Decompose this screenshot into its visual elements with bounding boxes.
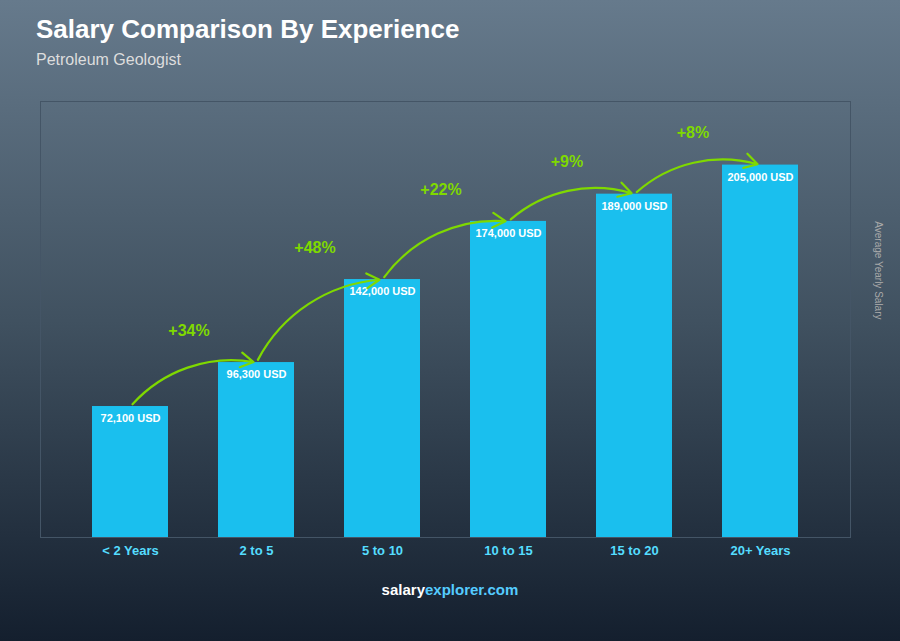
svg-text:205,000 USD: 205,000 USD <box>727 171 793 183</box>
html-text:salary explorer.com: salary explorer.com <box>381 581 519 598</box>
svg-text:+22%: +22% <box>420 181 461 198</box>
html-text:Salary Comparison By Experienc: Salary Comparison By Experience <box>36 14 460 44</box>
svg-text:20+ Years: 20+ Years <box>730 543 790 558</box>
svg-text:5 to 10: 5 to 10 <box>362 543 403 558</box>
svg-text:142,000 USD: 142,000 USD <box>349 285 415 297</box>
svg-text:96,300 USD: 96,300 USD <box>227 368 287 380</box>
svg-text:15 to 20: 15 to 20 <box>610 543 658 558</box>
svg-text:+48%: +48% <box>294 239 335 256</box>
svg-text:Average Yearly Salary: Average Yearly Salary <box>873 221 884 319</box>
svg-text:174,000 USD: 174,000 USD <box>475 227 541 239</box>
svg-text:+8%: +8% <box>677 124 709 141</box>
html-text:Petroleum Geologist: Petroleum Geologist <box>36 51 181 68</box>
svg-text:2 to 5: 2 to 5 <box>240 543 274 558</box>
svg-text:72,100 USD: 72,100 USD <box>101 412 161 424</box>
svg-text:+9%: +9% <box>551 153 583 170</box>
svg-text:189,000 USD: 189,000 USD <box>601 200 667 212</box>
svg-text:< 2 Years: < 2 Years <box>102 543 159 558</box>
svg-text:+34%: +34% <box>168 322 209 339</box>
svg-text:10 to 15: 10 to 15 <box>484 543 532 558</box>
